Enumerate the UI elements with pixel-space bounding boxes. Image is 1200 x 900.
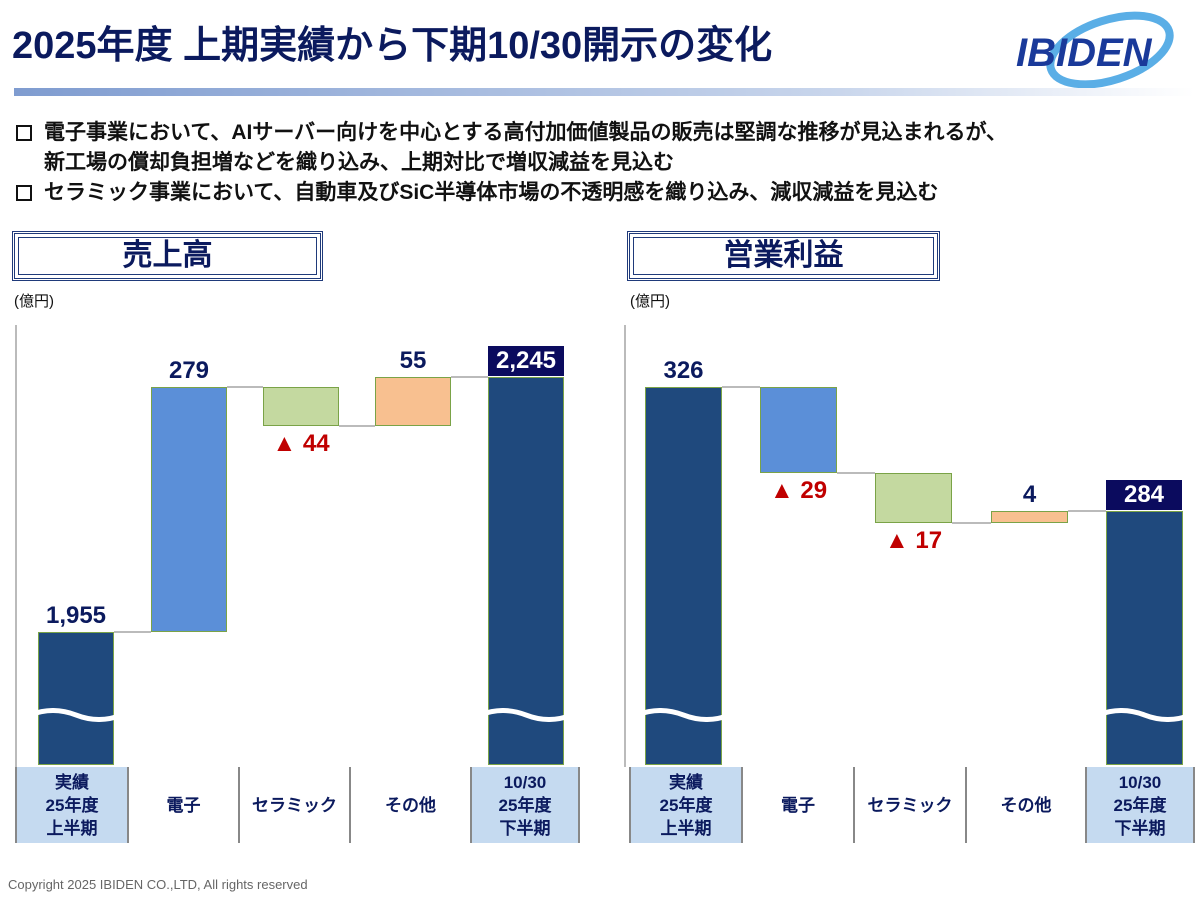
axis-break-icon — [480, 708, 572, 722]
summary-bullets: 電子事業において、AIサーバー向けを中心とする高付加価値製品の販売は堅調な推移が… — [14, 118, 1007, 208]
profit-value-label: 326 — [663, 357, 704, 384]
sales-connector-line — [114, 631, 151, 633]
profit-panel-title: 営業利益 — [627, 231, 940, 281]
title-divider — [14, 88, 1194, 96]
sales-connector-line — [451, 376, 488, 379]
sales-bar-4 — [488, 377, 564, 765]
sales-category-label: 電子 — [127, 767, 238, 843]
checkbox-square-icon — [16, 185, 32, 201]
axis-break-icon — [1098, 708, 1191, 722]
bullet-ceramics: セラミック事業において、自動車及びSiC半導体市場の不透明感を織り込み、減収減益… — [14, 178, 1007, 208]
sales-axis — [15, 325, 17, 767]
profit-unit: (億円) — [630, 293, 670, 310]
checkbox-square-icon — [16, 125, 32, 141]
profit-connector-line — [722, 386, 760, 388]
sales-value-label: 2,245 — [488, 346, 564, 377]
profit-connector-line — [1068, 509, 1106, 512]
profit-category-label: 10/30 25年度 下半期 — [1085, 767, 1195, 843]
sales-category-label: その他 — [349, 767, 470, 843]
sales-value-label: 1,955 — [45, 602, 107, 629]
bullet-text-cont: 新工場の償却負担増などを織り込み、上期対比で増収減益を見込む — [44, 151, 674, 174]
profit-category-label: その他 — [965, 767, 1085, 843]
copyright: Copyright 2025 IBIDEN CO.,LTD, All right… — [8, 877, 308, 892]
profit-bar-1 — [760, 387, 837, 473]
sales-unit: (億円) — [14, 293, 54, 310]
sales-value-label: 279 — [168, 357, 210, 385]
profit-value-label: 4 — [1022, 480, 1037, 508]
profit-value-label: ▲ 17 — [884, 526, 943, 554]
profit-connector-line — [952, 521, 991, 524]
sales-bar-1 — [151, 387, 227, 632]
profit-bar-2 — [875, 472, 952, 523]
sales-category-label: 実績 25年度 上半期 — [15, 767, 127, 843]
profit-axis — [624, 325, 626, 767]
axis-break-icon — [30, 708, 122, 722]
profit-bar-0 — [645, 387, 722, 765]
bullet-text: 電子事業において、AIサーバー向けを中心とする高付加価値製品の販売は堅調な推移が… — [44, 121, 1008, 144]
sales-connector-line — [227, 386, 263, 389]
profit-category-label: 電子 — [741, 767, 853, 843]
svg-text:IBIDEN: IBIDEN — [1016, 31, 1153, 75]
sales-bar-3 — [375, 377, 451, 426]
page-title: 2025年度 上期実績から下期10/30開示の変化 — [12, 25, 773, 67]
profit-bar-4 — [1106, 510, 1183, 765]
sales-value-label: ▲ 44 — [272, 429, 330, 457]
sales-bar-2 — [263, 387, 339, 426]
sales-panel-title: 売上高 — [12, 231, 323, 281]
sales-value-label: 55 — [399, 347, 427, 375]
profit-value-label: 284 — [1106, 479, 1182, 510]
bullet-text: セラミック事業において、自動車及びSiC半導体市場の不透明感を織り込み、減収減益… — [44, 181, 939, 204]
bullet-electronics: 電子事業において、AIサーバー向けを中心とする高付加価値製品の販売は堅調な推移が… — [14, 118, 1007, 148]
axis-break-icon — [637, 708, 730, 722]
sales-category-label: 10/30 25年度 下半期 — [470, 767, 580, 843]
profit-category-label: セラミック — [853, 767, 965, 843]
sales-bar-0 — [38, 632, 114, 765]
profit-connector-line — [837, 471, 875, 474]
sales-category-label: セラミック — [238, 767, 349, 843]
profit-bar-3 — [991, 510, 1068, 523]
ibiden-logo: IBIDEN — [1016, 11, 1174, 89]
profit-category-label: 実績 25年度 上半期 — [629, 767, 741, 843]
sales-connector-line — [339, 424, 375, 427]
profit-value-label: ▲ 29 — [769, 476, 828, 504]
